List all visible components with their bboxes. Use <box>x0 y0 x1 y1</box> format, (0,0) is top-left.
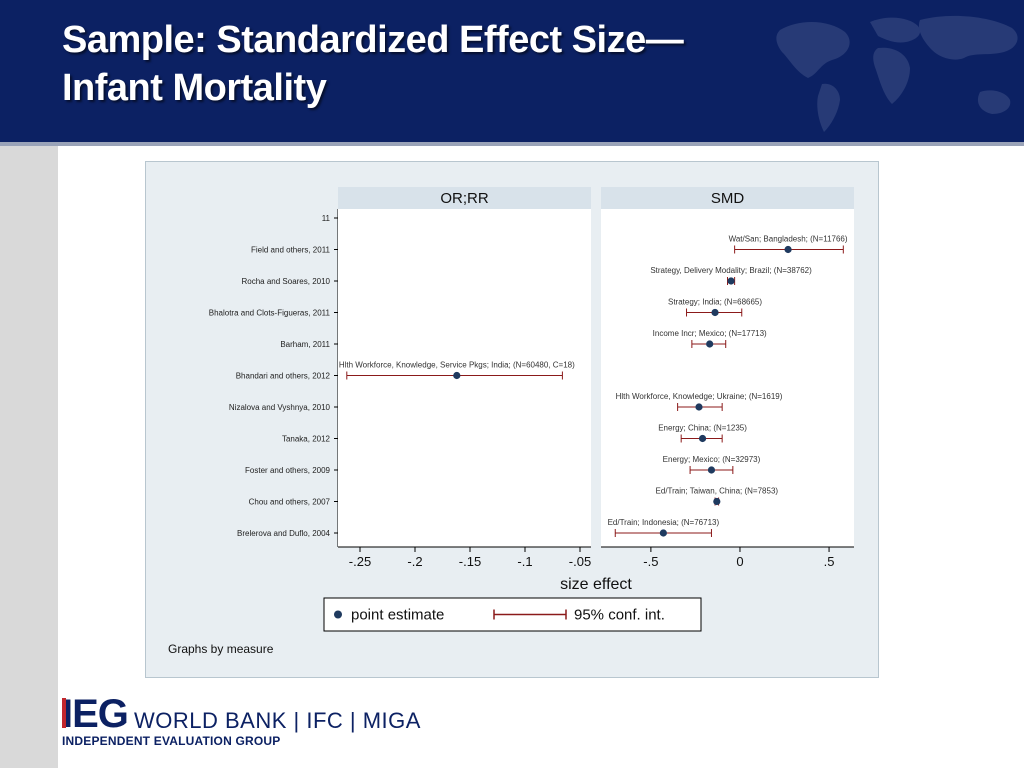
point-label: Strategy, Delivery Modality; Brazil; (N=… <box>650 266 812 275</box>
x-tick-label: -.1 <box>517 554 532 569</box>
y-tick-label: Tanaka, 2012 <box>282 435 331 444</box>
y-tick-label: Chou and others, 2007 <box>249 498 331 507</box>
point-estimate <box>706 340 714 348</box>
y-tick-label: Bhalotra and Clots-Figueras, 2011 <box>209 309 331 318</box>
point-label: Income Incr; Mexico; (N=17713) <box>653 329 767 338</box>
x-tick-label: -.25 <box>349 554 371 569</box>
point-estimate <box>698 434 707 443</box>
y-tick-label: Brelerova and Duflo, 2004 <box>237 529 331 538</box>
panel-title: OR;RR <box>440 190 489 207</box>
point-estimate <box>695 403 703 411</box>
graph-note: Graphs by measure <box>168 642 274 656</box>
point-label: Energy; China; (N=1235) <box>658 424 747 433</box>
panel-title: SMD <box>711 190 745 207</box>
slide-header: Sample: Standardized Effect Size— Infant… <box>0 0 1024 142</box>
x-tick-label: -.5 <box>643 554 658 569</box>
x-tick-label: .5 <box>824 554 835 569</box>
point-label: Hlth Workforce, Knowledge; Ukraine; (N=1… <box>616 392 783 401</box>
point-estimate <box>713 497 721 506</box>
x-tick-label: -.2 <box>407 554 422 569</box>
forest-plot-chart: 11 Field and others, 2011 Rocha and Soares… <box>168 187 854 656</box>
point-label: Strategy; India; (N=68665) <box>668 298 762 307</box>
slide-title-line-2: Infant Mortality <box>62 67 327 109</box>
legend-point-marker <box>334 610 342 619</box>
y-tick-label: Nizalova and Vyshnya, 2010 <box>229 403 331 412</box>
x-tick-label: -.05 <box>569 554 591 569</box>
point-estimate <box>727 277 735 285</box>
slide-title: Sample: Standardized Effect Size— Infant… <box>62 16 684 112</box>
header-divider <box>0 142 1024 146</box>
point-label: Energy; Mexico; (N=32973) <box>663 455 761 464</box>
partner-organizations: WORLD BANK | IFC | MIGA <box>134 708 421 733</box>
y-tick-label: Foster and others, 2009 <box>245 466 330 475</box>
y-tick-label: 11 <box>322 214 331 223</box>
ieg-logo-mark: IEG <box>62 692 129 736</box>
world-map-icon <box>776 15 1018 132</box>
y-tick-label: Rocha and Soares, 2010 <box>241 277 330 286</box>
y-tick-label: Barham, 2011 <box>280 340 330 349</box>
x-tick-label: -.15 <box>459 554 481 569</box>
x-tick-label: 0 <box>736 554 743 569</box>
y-tick-label: Bhandari and others, 2012 <box>236 372 331 381</box>
point-estimate <box>711 308 719 317</box>
slide-title-line-1: Sample: Standardized Effect Size— <box>62 19 684 61</box>
point-estimate <box>659 529 667 537</box>
point-label: Ed/Train; Indonesia; (N=76713) <box>608 518 720 527</box>
panel-header <box>338 187 591 209</box>
point-label: Wat/San; Bangladesh; (N=11766) <box>729 235 848 244</box>
x-axis-label: size effect <box>560 576 632 593</box>
y-tick-label: Field and others, 2011 <box>251 246 331 255</box>
point-estimate <box>453 371 461 380</box>
ieg-logo-subtitle: INDEPENDENT EVALUATION GROUP <box>62 734 281 748</box>
point-estimate <box>707 466 716 474</box>
point-label: Hlth Workforce, Knowledge, Service Pkgs;… <box>339 361 575 370</box>
panel-plot-area <box>601 209 854 547</box>
panel-plot-area <box>338 209 591 547</box>
left-margin-band <box>0 146 60 768</box>
forest-plot-figure: 11 Field and others, 2011 Rocha and Soares… <box>145 161 879 678</box>
ieg-logo: IEG WORLD BANK | IFC | MIGA INDEPENDENT … <box>62 694 482 754</box>
point-label: Ed/Train; Taiwan, China; (N=7853) <box>656 487 779 496</box>
point-estimate <box>784 245 792 254</box>
legend-point-label: point estimate <box>351 607 444 624</box>
legend-ci-label: 95% conf. int. <box>574 607 665 624</box>
panel-header <box>601 187 854 209</box>
